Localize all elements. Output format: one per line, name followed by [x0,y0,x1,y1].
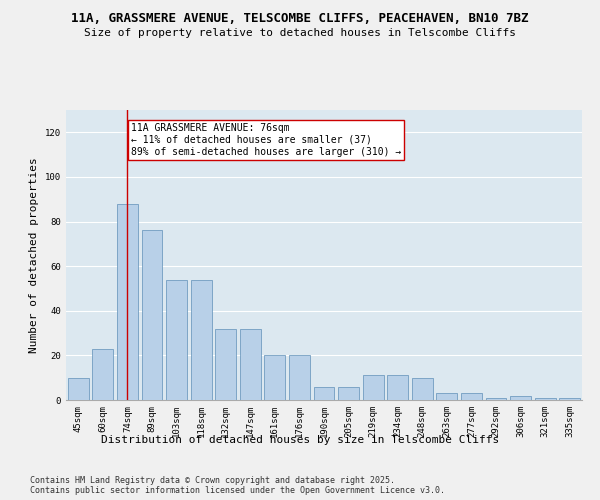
Bar [559,398,580,400]
Y-axis label: Number of detached properties: Number of detached properties [29,157,40,353]
Bar [166,280,187,400]
Text: Contains HM Land Registry data © Crown copyright and database right 2025.
Contai: Contains HM Land Registry data © Crown c… [30,476,445,495]
Bar [535,398,556,400]
Bar [485,398,506,400]
Bar [461,394,482,400]
Text: Size of property relative to detached houses in Telscombe Cliffs: Size of property relative to detached ho… [84,28,516,38]
Bar [117,204,138,400]
Bar [412,378,433,400]
Bar [240,328,261,400]
Bar [362,376,383,400]
Bar [142,230,163,400]
Text: 11A, GRASSMERE AVENUE, TELSCOMBE CLIFFS, PEACEHAVEN, BN10 7BZ: 11A, GRASSMERE AVENUE, TELSCOMBE CLIFFS,… [71,12,529,26]
Bar [191,280,212,400]
Bar [436,394,457,400]
Bar [338,386,359,400]
Bar [68,378,89,400]
Bar [92,348,113,400]
Bar [387,376,408,400]
Bar [510,396,531,400]
Text: Distribution of detached houses by size in Telscombe Cliffs: Distribution of detached houses by size … [101,435,499,445]
Bar [314,386,334,400]
Bar [215,328,236,400]
Bar [265,356,286,400]
Text: 11A GRASSMERE AVENUE: 76sqm
← 11% of detached houses are smaller (37)
89% of sem: 11A GRASSMERE AVENUE: 76sqm ← 11% of det… [131,124,401,156]
Bar [289,356,310,400]
